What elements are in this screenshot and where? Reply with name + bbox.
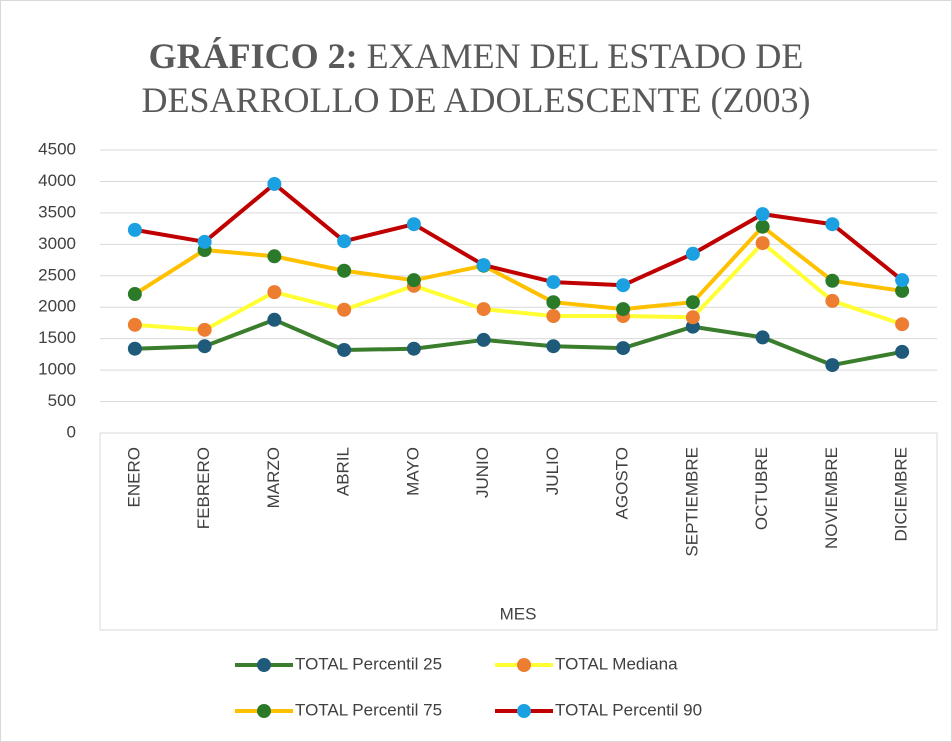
marker [476, 258, 491, 273]
marker [406, 217, 421, 232]
legend-label: TOTAL Percentil 25 [295, 654, 442, 673]
marker [685, 295, 700, 310]
marker [755, 207, 770, 222]
legend-marker [517, 658, 531, 672]
series-line [133, 224, 903, 312]
x-tick-label: MAYO [403, 447, 422, 496]
marker [337, 342, 352, 357]
marker [476, 302, 491, 317]
legend-marker [257, 704, 271, 718]
marker [267, 176, 282, 191]
y-tick-label: 0 [67, 422, 76, 441]
x-tick-label: MARZO [264, 447, 283, 508]
y-tick-label: 2000 [38, 297, 76, 316]
marker [825, 217, 840, 232]
series-line [134, 317, 903, 368]
marker [127, 287, 142, 302]
y-tick-label: 4500 [38, 139, 76, 158]
marker [546, 275, 561, 290]
title-text: EXAMEN DEL ESTADO DE DESARROLLO DE ADOLE… [141, 36, 811, 120]
marker [895, 273, 910, 288]
y-tick-label: 4000 [38, 171, 76, 190]
legend-label: TOTAL Percentil 75 [295, 700, 442, 719]
y-tick-label: 1500 [38, 328, 76, 347]
x-tick-label: FEBRERO [194, 447, 213, 529]
marker [406, 273, 421, 288]
series-line [134, 181, 904, 288]
title-prefix: GRÁFICO 2: [148, 36, 358, 76]
marker [616, 278, 631, 293]
marker [127, 317, 142, 332]
marker [267, 285, 282, 300]
y-tick-label: 3500 [38, 202, 76, 221]
y-tick-label: 3000 [38, 234, 76, 253]
category-box [99, 433, 938, 631]
marker [127, 341, 142, 356]
marker [616, 341, 631, 356]
marker [267, 312, 282, 327]
marker [197, 234, 212, 249]
x-tick-label: NOVIEMBRE [822, 447, 841, 549]
x-tick-label: AGOSTO [613, 447, 632, 519]
marker [755, 330, 770, 345]
x-tick-label: ENERO [124, 447, 143, 507]
marker [616, 302, 631, 317]
x-tick-label: ABRIL [334, 447, 353, 496]
marker [337, 234, 352, 249]
marker [755, 219, 770, 234]
marker [685, 246, 700, 261]
x-tick-label: JULIO [543, 447, 562, 495]
y-tick-label: 500 [48, 391, 76, 410]
marker [476, 332, 491, 347]
marker [546, 295, 561, 310]
y-tick-label: 2500 [38, 265, 76, 284]
marker [197, 322, 212, 337]
marker [127, 222, 142, 237]
y-tick-label: 1000 [38, 360, 76, 379]
marker [546, 309, 561, 324]
marker [825, 293, 840, 308]
marker [685, 310, 700, 325]
marker [267, 249, 282, 264]
marker [337, 263, 352, 278]
marker [895, 344, 910, 359]
marker [895, 283, 910, 298]
marker [546, 339, 561, 354]
x-tick-label: OCTUBRE [752, 447, 771, 530]
marker [197, 339, 212, 354]
marker [825, 273, 840, 288]
legend-marker [257, 658, 271, 672]
marker [825, 358, 840, 373]
x-tick-label: DICIEMBRE [892, 447, 911, 541]
x-axis-label: MES [500, 604, 537, 623]
legend-marker [517, 704, 531, 718]
series-line [134, 241, 903, 332]
marker [337, 302, 352, 317]
marker [755, 236, 770, 251]
x-tick-label: JUNIO [473, 447, 492, 498]
chart-title: GRÁFICO 2: EXAMEN DEL ESTADO DE DESARROL… [116, 34, 836, 122]
marker [895, 317, 910, 332]
legend-label: TOTAL Percentil 90 [555, 700, 702, 719]
legend-label: TOTAL Mediana [555, 654, 678, 673]
marker [406, 341, 421, 356]
x-tick-label: SEPTIEMBRE [682, 447, 701, 557]
